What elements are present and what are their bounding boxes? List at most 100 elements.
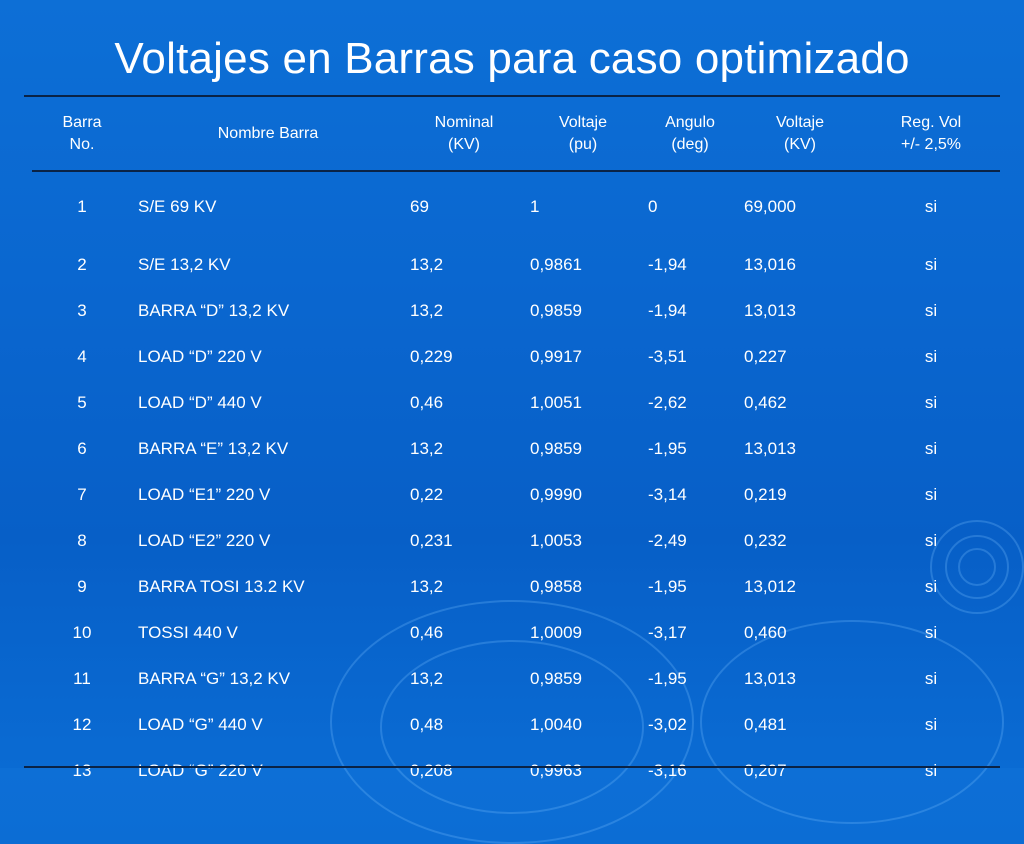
regulation-cell: si: [924, 623, 938, 642]
voltage-pu-cell: 1,0040: [530, 715, 582, 734]
bus-number-cell: 6: [77, 439, 87, 458]
bus-number-cell: 3: [77, 301, 87, 320]
header-line: Reg. Vol: [900, 114, 962, 131]
table-row: 9 BARRA TOSI 13.2 KV 13,2 0,9858 -1,95 13,012…: [32, 564, 1000, 610]
header-voltage-regulation: Reg. Vol +/- 2,5%: [862, 98, 1000, 172]
nominal-cell: 0,208: [410, 761, 453, 780]
bus-name-cell: LOAD “E2” 220 V: [138, 531, 271, 550]
regulation-cell: si: [924, 761, 938, 780]
bus-number-cell: 4: [77, 347, 87, 366]
regulation-cell: si: [924, 393, 938, 412]
header-line: (KV): [784, 136, 816, 153]
bus-name-cell: BARRA “E” 13,2 KV: [138, 439, 289, 458]
voltage-kv-cell: 0,460: [744, 623, 787, 642]
voltage-pu-cell: 1,0051: [530, 393, 582, 412]
table-row: 7 LOAD “E1” 220 V 0,22 0,9990 -3,14 0,219 si: [32, 472, 1000, 518]
bus-name-cell: BARRA TOSI 13.2 KV: [138, 577, 305, 596]
bus-number-cell: 1: [77, 197, 87, 216]
header-line: No.: [69, 136, 95, 153]
bus-name-cell: BARRA “G” 13,2 KV: [138, 669, 291, 688]
voltage-pu-cell: 1,0053: [530, 531, 582, 550]
bus-name-cell: LOAD “D” 440 V: [138, 393, 262, 412]
header-bus-number: Barra No.: [32, 98, 132, 172]
regulation-cell: si: [924, 347, 938, 366]
angle-cell: -1,94: [648, 301, 687, 320]
table-row: 4 LOAD “D” 220 V 0,229 0,9917 -3,51 0,227 si: [32, 334, 1000, 380]
nominal-cell: 0,229: [410, 347, 453, 366]
header-angle: Angulo (deg): [642, 98, 738, 172]
header-line: Barra: [62, 114, 102, 131]
bus-voltage-table: Barra No. Nombre Barra Nominal (KV) Volt…: [32, 98, 1000, 794]
header-line: Voltaje: [775, 114, 825, 131]
table-row: 2 S/E 13,2 KV 13,2 0,9861 -1,94 13,016 si: [32, 242, 1000, 288]
table-row: 5 LOAD “D” 440 V 0,46 1,0051 -2,62 0,462 si: [32, 380, 1000, 426]
voltage-kv-cell: 13,012: [744, 577, 796, 596]
nominal-cell: 13,2: [410, 301, 444, 320]
page-title: Voltajes en Barras para caso optimizado: [114, 34, 910, 83]
bus-name-cell: BARRA “D” 13,2 KV: [138, 301, 290, 320]
table-row: 3 BARRA “D” 13,2 KV 13,2 0,9859 -1,94 13,013 s…: [32, 288, 1000, 334]
bus-number-cell: 8: [77, 531, 87, 550]
voltage-kv-cell: 0,207: [744, 761, 787, 780]
angle-cell: -3,17: [648, 623, 687, 642]
regulation-cell: si: [924, 255, 938, 274]
header-line: (pu): [568, 136, 598, 153]
nominal-cell: 0,231: [410, 531, 453, 550]
title-divider: [24, 95, 1000, 97]
voltage-kv-cell: 13,013: [744, 301, 796, 320]
angle-cell: -3,16: [648, 761, 687, 780]
table-header-row: Barra No. Nombre Barra Nominal (KV) Volt…: [32, 98, 1000, 172]
table-row: 8 LOAD “E2” 220 V 0,231 1,0053 -2,49 0,232 si: [32, 518, 1000, 564]
voltage-kv-cell: 13,013: [744, 669, 796, 688]
angle-cell: -2,62: [648, 393, 687, 412]
voltage-kv-cell: 0,481: [744, 715, 787, 734]
regulation-cell: si: [924, 715, 938, 734]
header-line: +/- 2,5%: [900, 136, 962, 153]
voltage-pu-cell: 0,9858: [530, 577, 582, 596]
nominal-cell: 69: [410, 197, 429, 216]
voltage-pu-cell: 1,0009: [530, 623, 582, 642]
angle-cell: -3,51: [648, 347, 687, 366]
voltage-pu-cell: 0,9861: [530, 255, 582, 274]
angle-cell: -3,02: [648, 715, 687, 734]
voltage-kv-cell: 0,462: [744, 393, 787, 412]
header-line: Voltaje: [558, 114, 608, 131]
nominal-cell: 0,46: [410, 393, 444, 412]
bus-name-cell: S/E 13,2 KV: [138, 255, 231, 274]
header-bus-name: Nombre Barra: [132, 98, 404, 172]
nominal-cell: 0,46: [410, 623, 444, 642]
table-row: 6 BARRA “E” 13,2 KV 13,2 0,9859 -1,95 13,013 s…: [32, 426, 1000, 472]
nominal-cell: 0,48: [410, 715, 444, 734]
voltage-pu-cell: 0,9990: [530, 485, 582, 504]
voltage-kv-cell: 69,000: [744, 197, 796, 216]
voltage-kv-cell: 13,016: [744, 255, 796, 274]
bus-number-cell: 7: [77, 485, 87, 504]
header-nominal: Nominal (KV): [404, 98, 524, 172]
bus-name-cell: LOAD “G” 440 V: [138, 715, 263, 734]
table-row: 1 S/E 69 KV 69 1 0 69,000 si: [32, 171, 1000, 242]
regulation-cell: si: [924, 301, 938, 320]
bus-name-cell: LOAD “D” 220 V: [138, 347, 262, 366]
header-line: Nominal: [434, 114, 494, 131]
header-voltage-kv: Voltaje (KV): [738, 98, 862, 172]
voltage-kv-cell: 0,219: [744, 485, 787, 504]
voltage-pu-cell: 0,9859: [530, 301, 582, 320]
nominal-cell: 13,2: [410, 577, 444, 596]
bus-number-cell: 9: [77, 577, 87, 596]
bus-number-cell: 13: [72, 761, 92, 780]
bus-name-cell: LOAD “G” 220 V: [138, 761, 263, 780]
bus-number-cell: 5: [77, 393, 87, 412]
voltage-pu-cell: 1: [530, 197, 540, 216]
bus-name-cell: TOSSI 440 V: [138, 623, 238, 642]
table-row: 10 TOSSI 440 V 0,46 1,0009 -3,17 0,460 si: [32, 610, 1000, 656]
regulation-cell: si: [924, 439, 938, 458]
angle-cell: -3,14: [648, 485, 687, 504]
table-body: 1 S/E 69 KV 69 1 0 69,000 si 2 S/E 13,2 KV 13,2 0,…: [32, 171, 1000, 794]
header-voltage-pu: Voltaje (pu): [524, 98, 642, 172]
regulation-cell: si: [924, 577, 938, 596]
voltage-pu-cell: 0,9859: [530, 439, 582, 458]
bus-name-cell: S/E 69 KV: [138, 197, 217, 216]
nominal-cell: 0,22: [410, 485, 444, 504]
regulation-cell: si: [924, 197, 938, 216]
voltage-pu-cell: 0,9917: [530, 347, 582, 366]
